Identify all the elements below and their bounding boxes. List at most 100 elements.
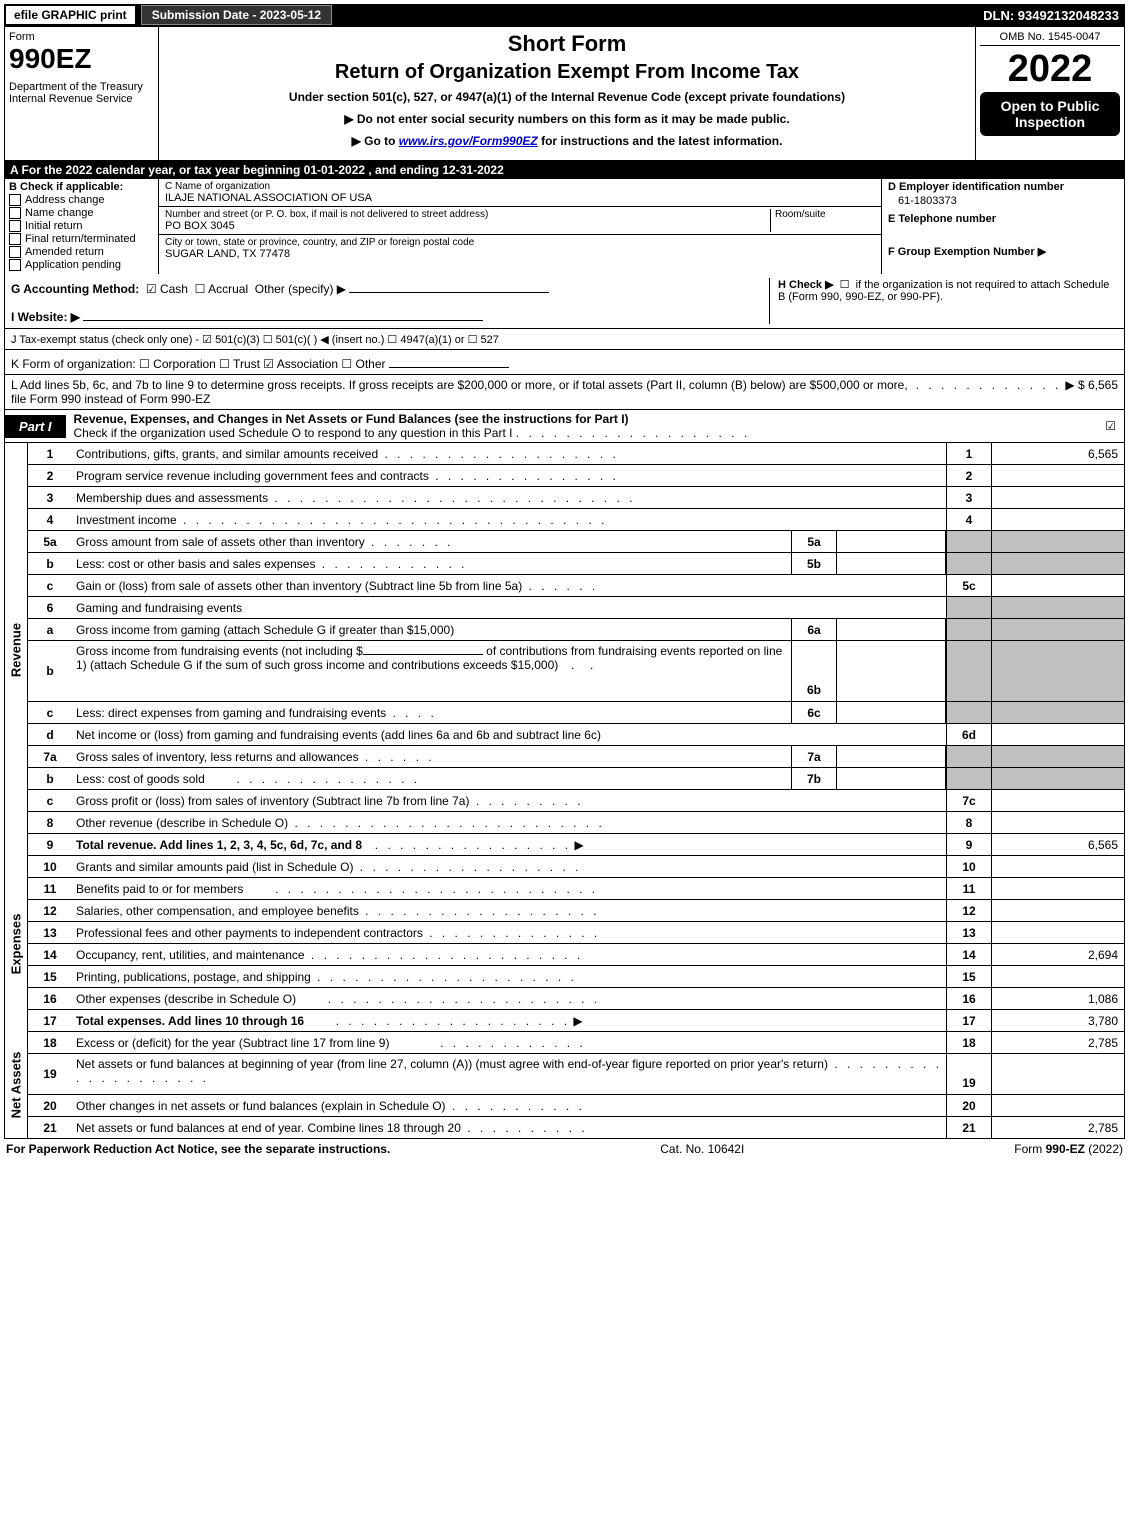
line-7b-desc: Less: cost of goods sold . . . . . . . .… xyxy=(72,768,791,789)
line-4-desc: Investment income . . . . . . . . . . . … xyxy=(72,509,946,530)
line-6a-sval xyxy=(837,619,946,640)
main-title: Return of Organization Exempt From Incom… xyxy=(163,61,971,84)
line-6d-val xyxy=(992,724,1124,745)
net-assets-section: Net Assets 18Excess or (deficit) for the… xyxy=(4,1032,1125,1139)
line-11-val xyxy=(992,878,1124,899)
info-grid: B Check if applicable: Address change Na… xyxy=(4,179,1125,274)
line-6c-sval xyxy=(837,702,946,723)
org-name: ILAJE NATIONAL ASSOCIATION OF USA xyxy=(165,192,875,204)
line-15-num: 15 xyxy=(28,966,72,987)
street-address: PO BOX 3045 xyxy=(165,220,770,232)
line-5a-rnum-shaded xyxy=(946,531,992,552)
section-h-label: H Check ▶ xyxy=(778,279,834,291)
line-21-rnum: 21 xyxy=(946,1117,992,1138)
line-5b-rnum-shaded xyxy=(946,553,992,574)
line-1-num: 1 xyxy=(28,443,72,464)
line-2-num: 2 xyxy=(28,465,72,486)
line-8-desc: Other revenue (describe in Schedule O) .… xyxy=(72,812,946,833)
line-5b-desc: Less: cost or other basis and sales expe… xyxy=(72,553,791,574)
footer-paperwork: For Paperwork Reduction Act Notice, see … xyxy=(6,1142,390,1156)
line-16-val: 1,086 xyxy=(992,988,1124,1009)
line-16-rnum: 16 xyxy=(946,988,992,1009)
line-7a-snum: 7a xyxy=(791,746,837,767)
check-application-pending[interactable]: Application pending xyxy=(9,259,154,271)
line-8-rnum: 8 xyxy=(946,812,992,833)
line-6d-rnum: 6d xyxy=(946,724,992,745)
footer-form-ref: Form 990-EZ (2022) xyxy=(1014,1142,1123,1156)
line-15-val xyxy=(992,966,1124,987)
city-label: City or town, state or province, country… xyxy=(165,237,875,248)
line-7b-num: b xyxy=(28,768,72,789)
net-assets-side-label: Net Assets xyxy=(5,1032,28,1138)
line-16-desc: Other expenses (describe in Schedule O) … xyxy=(72,988,946,1009)
instruction-suffix: for instructions and the latest informat… xyxy=(538,134,783,148)
department-label: Department of the Treasury Internal Reve… xyxy=(9,81,154,105)
line-15-rnum: 15 xyxy=(946,966,992,987)
accounting-cash: Cash xyxy=(160,282,188,296)
other-org-field[interactable] xyxy=(389,353,509,368)
line-7a-rval-shaded xyxy=(992,746,1124,767)
line-6a-snum: 6a xyxy=(791,619,837,640)
line-20-val xyxy=(992,1095,1124,1116)
line-6-rval-shaded xyxy=(992,597,1124,618)
part-1-title: Revenue, Expenses, and Changes in Net As… xyxy=(66,410,1106,442)
line-2-desc: Program service revenue including govern… xyxy=(72,465,946,486)
check-address-change[interactable]: Address change xyxy=(9,194,154,206)
line-6c-rval-shaded xyxy=(992,702,1124,723)
efile-print-button[interactable]: efile GRAPHIC print xyxy=(6,6,135,24)
subtitle: Under section 501(c), 527, or 4947(a)(1)… xyxy=(163,90,971,104)
line-5a-num: 5a xyxy=(28,531,72,552)
org-name-label: C Name of organization xyxy=(165,181,875,192)
line-5a-rval-shaded xyxy=(992,531,1124,552)
line-9-rnum: 9 xyxy=(946,834,992,855)
line-11-rnum: 11 xyxy=(946,878,992,899)
line-5c-num: c xyxy=(28,575,72,596)
revenue-section: Revenue 1Contributions, gifts, grants, a… xyxy=(4,443,1125,856)
line-12-val xyxy=(992,900,1124,921)
room-suite-label: Room/suite xyxy=(770,209,875,232)
line-6c-num: c xyxy=(28,702,72,723)
line-6-num: 6 xyxy=(28,597,72,618)
line-15-desc: Printing, publications, postage, and shi… xyxy=(72,966,946,987)
line-21-val: 2,785 xyxy=(992,1117,1124,1138)
website-label: I Website: ▶ xyxy=(11,310,80,324)
line-6d-desc: Net income or (loss) from gaming and fun… xyxy=(72,724,946,745)
line-14-rnum: 14 xyxy=(946,944,992,965)
line-6b-desc: Gross income from fundraising events (no… xyxy=(72,641,791,701)
line-6c-desc: Less: direct expenses from gaming and fu… xyxy=(72,702,791,723)
line-4-rnum: 4 xyxy=(946,509,992,530)
line-6b-rval-shaded xyxy=(992,641,1124,701)
check-amended-return[interactable]: Amended return xyxy=(9,246,154,258)
website-field[interactable] xyxy=(83,306,483,321)
line-14-val: 2,694 xyxy=(992,944,1124,965)
line-14-desc: Occupancy, rent, utilities, and maintena… xyxy=(72,944,946,965)
irs-link[interactable]: www.irs.gov/Form990EZ xyxy=(399,134,538,148)
line-13-desc: Professional fees and other payments to … xyxy=(72,922,946,943)
section-l-gross-receipts: L Add lines 5b, 6c, and 7b to line 9 to … xyxy=(4,375,1125,410)
line-19-num: 19 xyxy=(28,1054,72,1094)
line-19-desc: Net assets or fund balances at beginning… xyxy=(72,1054,946,1094)
check-final-return[interactable]: Final return/terminated xyxy=(9,233,154,245)
part-1-header: Part I Revenue, Expenses, and Changes in… xyxy=(4,410,1125,443)
line-17-num: 17 xyxy=(28,1010,72,1031)
line-1-desc: Contributions, gifts, grants, and simila… xyxy=(72,443,946,464)
line-10-desc: Grants and similar amounts paid (list in… xyxy=(72,856,946,877)
city-state-zip: SUGAR LAND, TX 77478 xyxy=(165,248,875,260)
part-1-schedule-o-check[interactable]: ☑ xyxy=(1105,419,1124,433)
line-13-rnum: 13 xyxy=(946,922,992,943)
accounting-other-field[interactable] xyxy=(349,278,549,293)
line-21-num: 21 xyxy=(28,1117,72,1138)
line-12-num: 12 xyxy=(28,900,72,921)
accounting-method-label: G Accounting Method: xyxy=(11,282,139,296)
open-public-badge: Open to Public Inspection xyxy=(980,92,1120,136)
line-5c-desc: Gain or (loss) from sale of assets other… xyxy=(72,575,946,596)
line-6a-num: a xyxy=(28,619,72,640)
check-name-change[interactable]: Name change xyxy=(9,207,154,219)
tax-year: 2022 xyxy=(980,50,1120,88)
line-6b-sval xyxy=(837,641,946,701)
line-7c-rnum: 7c xyxy=(946,790,992,811)
check-initial-return[interactable]: Initial return xyxy=(9,220,154,232)
top-bar: efile GRAPHIC print Submission Date - 20… xyxy=(4,4,1125,26)
line-18-rnum: 18 xyxy=(946,1032,992,1053)
line-8-val xyxy=(992,812,1124,833)
